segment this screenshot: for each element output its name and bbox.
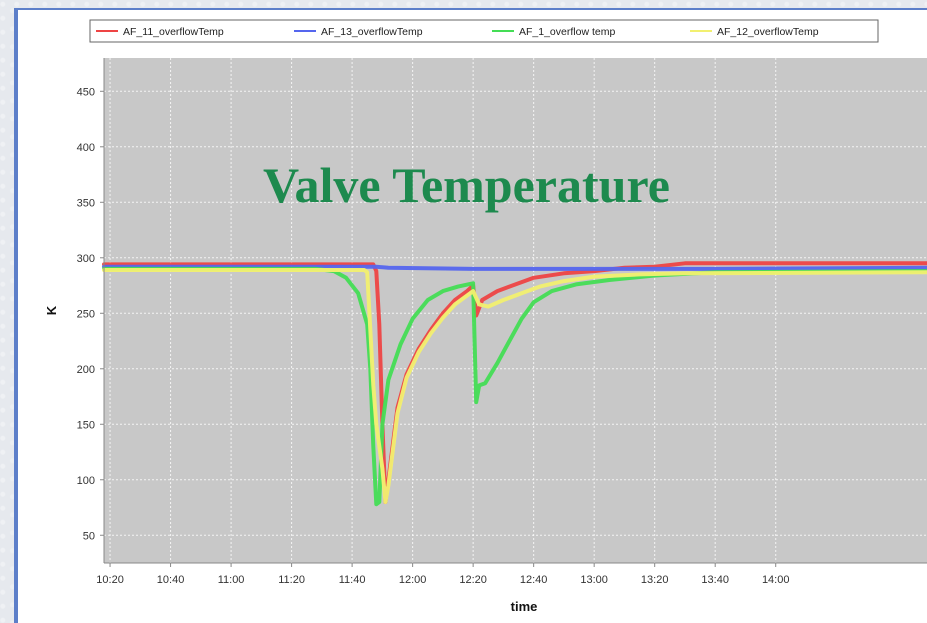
x-tick-label: 12:00 <box>399 574 427 586</box>
series-lines <box>102 261 927 507</box>
y-tick-label: 300 <box>77 253 95 265</box>
chart-panel: AF_11_overflowTemp AF_13_overflowTemp AF_1… <box>14 8 927 623</box>
legend-label: AF_12_overflowTemp <box>717 26 819 38</box>
x-tick-label: 10:20 <box>96 574 124 586</box>
line-chart: AF_11_overflowTemp AF_13_overflowTemp AF_1… <box>44 19 927 614</box>
legend-box <box>89 19 879 43</box>
legend-label: AF_11_overflowTemp <box>123 26 224 38</box>
series-line-2 <box>102 264 927 271</box>
x-tick-label: 13:20 <box>641 574 669 586</box>
y-axis-title: K <box>44 305 59 315</box>
y-tick-label: 150 <box>77 419 95 431</box>
y-tick-label: 50 <box>83 530 95 542</box>
x-tick-label: 12:40 <box>520 574 548 586</box>
x-tick-label: 11:20 <box>278 574 305 586</box>
x-tick-label: 11:40 <box>339 574 366 586</box>
y-tick-label: 400 <box>77 142 95 154</box>
grid <box>104 58 927 563</box>
y-tick-label: 250 <box>77 308 95 320</box>
x-tick-label: 11:00 <box>218 574 245 586</box>
overlay-title: Valve Temperature <box>263 157 670 213</box>
y-tick-label: 100 <box>77 475 95 487</box>
x-tick-label: 14:00 <box>762 574 790 586</box>
series-line-3 <box>102 266 927 507</box>
plot-area <box>104 58 927 563</box>
legend: AF_11_overflowTemp AF_13_overflowTemp AF_1… <box>89 19 879 43</box>
y-tick-label: 200 <box>77 364 95 376</box>
x-axis-title: time <box>511 599 538 614</box>
x-tick-label: 13:40 <box>701 574 729 586</box>
legend-label: AF_13_overflowTemp <box>321 26 423 38</box>
y-tick-label: 450 <box>77 86 95 98</box>
x-tick-label: 13:00 <box>580 574 608 586</box>
series-line-1 <box>102 261 927 504</box>
x-tick-label: 10:40 <box>157 574 185 586</box>
y-tick-label: 350 <box>77 197 95 209</box>
legend-label: AF_1_overflow temp <box>519 26 615 38</box>
axes: 50 100 150 200 250 300 350 400 450 10:20 10:40 11:0… <box>77 58 927 586</box>
x-tick-label: 12:20 <box>459 574 487 586</box>
series-line-4 <box>102 268 927 504</box>
